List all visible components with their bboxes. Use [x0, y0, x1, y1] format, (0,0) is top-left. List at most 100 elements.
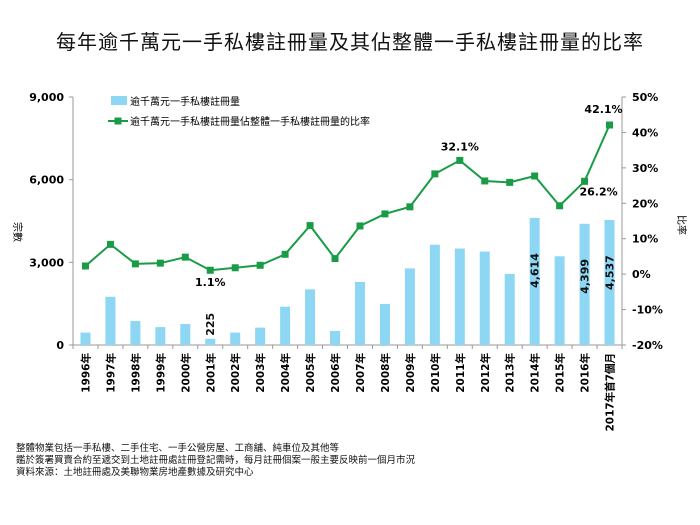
x-tick-label: 2007年: [354, 353, 367, 393]
bar: [404, 268, 415, 345]
bar: [529, 217, 540, 345]
footnote: 鑑於簽署買賣合約至遞交到土地註冊處註冊登記需時，每月註冊個案一般主要反映前一個月…: [16, 455, 416, 466]
line-point: [531, 172, 539, 180]
y-tick-label: 9,000: [29, 91, 64, 104]
bar-data-label: 4,399: [579, 259, 592, 294]
x-tick-label: 2006年: [329, 353, 342, 393]
footnotes: 整體物業包括一手私樓、二手住宅、一手公營房屋、工商舖、純車位及其他等 鑑於簽署買…: [16, 443, 415, 479]
x-tick-label: 2000年: [179, 353, 192, 393]
line-point: [331, 255, 339, 263]
x-tick-label: 1996年: [79, 353, 92, 393]
x-tick-label: 2017年首7個月: [604, 353, 617, 432]
bar: [330, 330, 341, 345]
bar: [255, 327, 266, 345]
bar: [379, 303, 390, 345]
bar-data-label: 4,537: [604, 255, 617, 290]
y2-axis-label: 比率: [675, 215, 688, 235]
line-point: [156, 259, 164, 267]
bar: [354, 281, 365, 345]
x-tick-label: 2015年: [554, 353, 567, 393]
line-point: [506, 178, 514, 186]
x-tick-label: 2002年: [229, 353, 242, 393]
line-point: [281, 250, 289, 258]
bar: [504, 273, 515, 345]
bar: [554, 256, 565, 345]
footnote: 資料來源：土地註冊處及美聯物業房地產數據及研究中心: [16, 467, 254, 478]
y2-tick-label: 40%: [632, 126, 658, 139]
bar: [180, 324, 191, 345]
line-point: [581, 177, 589, 185]
bar: [305, 289, 316, 345]
bar: [105, 296, 116, 345]
line-point: [356, 222, 364, 230]
line-point: [131, 260, 139, 268]
line-point: [481, 177, 489, 185]
x-tick-label: 2003年: [254, 353, 267, 393]
x-tick-label: 2001年: [204, 353, 217, 393]
y-tick-label: 3,000: [29, 256, 64, 269]
bar: [80, 332, 91, 345]
line-point: [181, 253, 189, 261]
bar: [479, 251, 490, 345]
bar: [454, 248, 465, 345]
bar: [205, 338, 216, 345]
line-point: [81, 262, 89, 270]
bar: [579, 223, 590, 345]
bar: [130, 321, 141, 345]
x-tick-label: 2004年: [279, 353, 292, 393]
x-tick-label: 2008年: [379, 353, 392, 393]
x-tick-label: 1997年: [104, 353, 117, 393]
line-data-label: 26.2%: [579, 185, 617, 198]
bar: [429, 244, 440, 345]
y-tick-label: 0: [56, 339, 64, 352]
line-point: [206, 266, 214, 274]
x-tick-label: 2014年: [529, 353, 542, 393]
x-tick-label: 1998年: [129, 353, 142, 393]
line-data-label: 32.1%: [441, 140, 479, 153]
line-series: [84, 124, 611, 272]
line-point: [106, 240, 114, 248]
y2-tick-label: 10%: [632, 233, 658, 246]
footnote: 整體物業包括一手私樓、二手住宅、一手公營房屋、工商舖、純車位及其他等: [16, 443, 340, 454]
line-point: [456, 156, 464, 164]
chart-title: 每年逾千萬元一手私樓註冊量及其佔整體一手私樓註冊量的比率: [56, 30, 644, 54]
bar: [230, 332, 241, 345]
y2-tick-label: 20%: [632, 197, 658, 210]
bar-data-label: 225: [204, 313, 217, 336]
y2-tick-label: 30%: [632, 162, 658, 175]
bar: [604, 219, 615, 345]
line-point: [381, 210, 389, 218]
x-tick-label: 2009年: [404, 353, 417, 393]
legend-line-marker: [114, 117, 122, 125]
legend-bar-label: 逾千萬元一手私樓註冊量: [130, 95, 240, 108]
legend-bar-swatch: [111, 96, 127, 105]
x-tick-label: 2011年: [454, 353, 467, 393]
line-point: [431, 170, 439, 178]
legend-line-label: 逾千萬元一手私樓註冊量佔整體一手私樓註冊量的比率: [130, 115, 370, 128]
y2-tick-label: 50%: [632, 91, 658, 104]
x-tick-label: 1999年: [154, 353, 167, 393]
y2-tick-label: 0%: [632, 268, 651, 281]
x-tick-label: 2005年: [304, 353, 317, 393]
x-tick-label: 2010年: [429, 353, 442, 393]
line-point: [606, 121, 614, 129]
line-point: [306, 222, 314, 230]
line-data-label: 42.1%: [584, 103, 622, 116]
x-tick-label: 2013年: [504, 353, 517, 393]
line-point: [556, 202, 564, 210]
y-axis-label: 宗數: [11, 222, 24, 242]
bar: [155, 327, 166, 345]
line-point: [256, 261, 264, 269]
line-data-label: 1.1%: [195, 276, 226, 289]
bar-data-label: 4,614: [529, 253, 542, 288]
line-point: [406, 203, 414, 211]
y2-tick-label: -10%: [632, 304, 663, 317]
bar: [280, 306, 291, 345]
x-tick-label: 2016年: [579, 353, 592, 393]
y2-tick-label: -20%: [632, 339, 663, 352]
line-point: [231, 264, 239, 272]
x-tick-label: 2012年: [479, 353, 492, 393]
y-tick-label: 6,000: [29, 174, 64, 187]
